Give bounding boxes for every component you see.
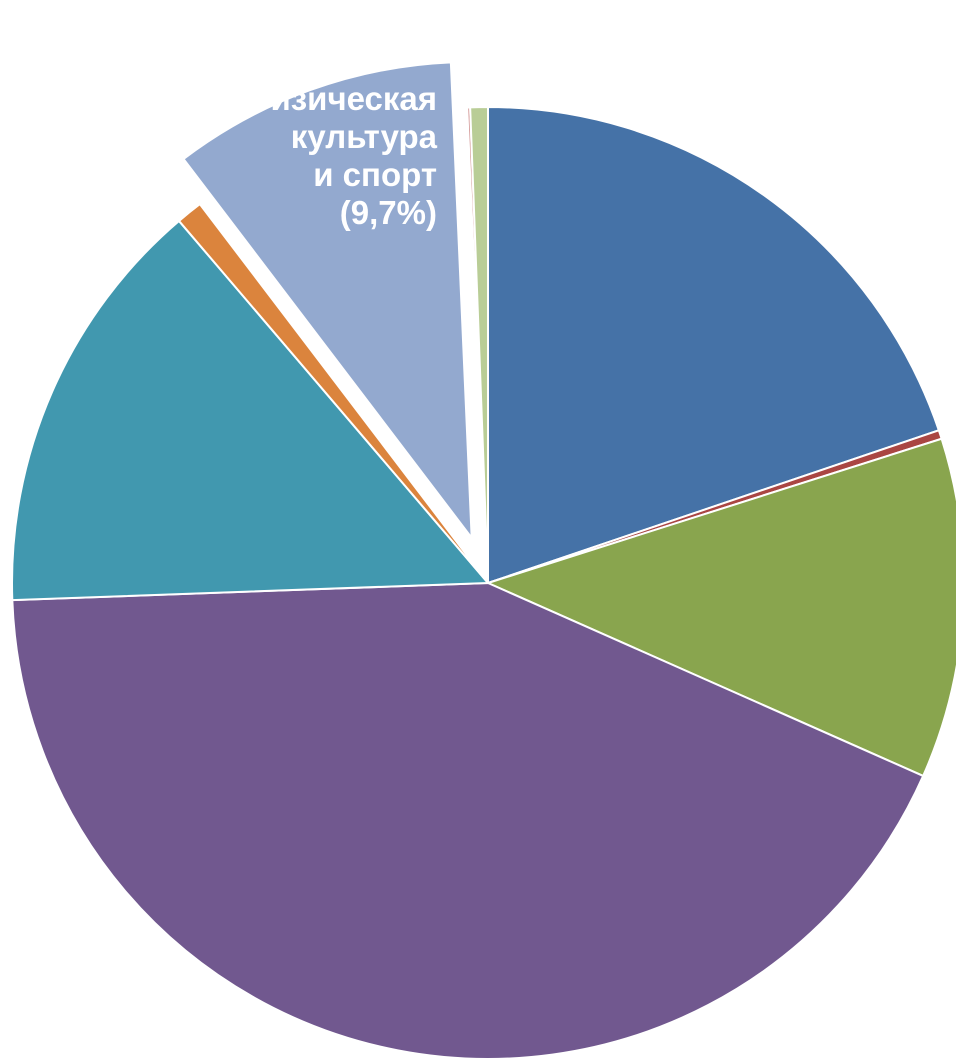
- slice-label-line-2: культура: [290, 118, 437, 155]
- pie-slices: [11, 61, 956, 1059]
- pie-slice-6: [177, 202, 489, 584]
- slice-label-line-4: (9,7%): [339, 194, 437, 231]
- pie-slice-3: [485, 437, 956, 778]
- pie-slice-9: [469, 105, 489, 584]
- pie-slice-4: [11, 581, 925, 1059]
- pie-slice-5: [11, 219, 491, 602]
- pie-slice-7: [182, 61, 473, 542]
- slice-label-line-3: и спорт: [313, 156, 437, 193]
- slice-label-line-1: Физическая: [242, 80, 437, 117]
- pie-slice-1: [487, 105, 941, 585]
- slice-label-physical-culture: Физическая культура и спорт (9,7%): [215, 80, 437, 232]
